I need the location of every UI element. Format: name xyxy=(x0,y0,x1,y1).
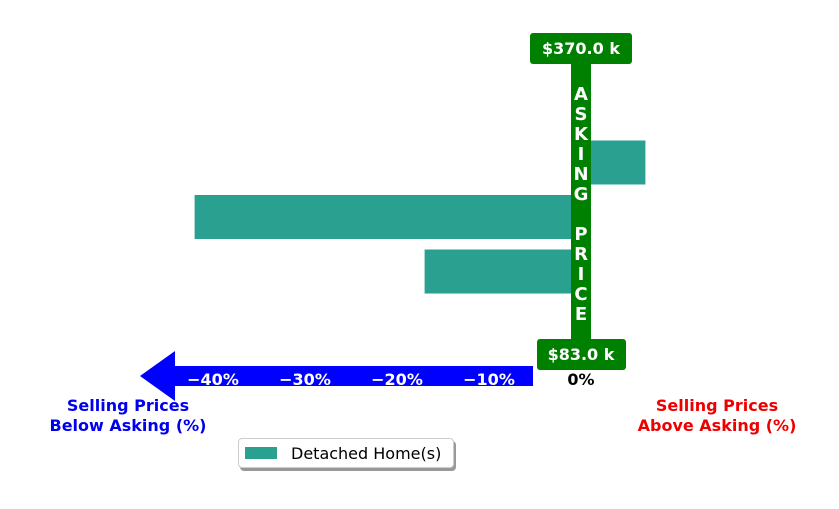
bar-4 xyxy=(424,249,581,294)
asking-price-letter: S xyxy=(575,104,588,125)
x-tick-label: −40% xyxy=(187,370,239,389)
legend: Detached Home(s) xyxy=(238,438,454,468)
bar-3 xyxy=(194,195,581,239)
asking-price-letter: I xyxy=(578,264,585,285)
x-tick-labels: −40% −30% −20% −10% 0% xyxy=(187,370,594,389)
asking-price-letter: N xyxy=(573,164,588,185)
top-price-box xyxy=(530,33,632,64)
above-asking-label-line-1: Selling Prices xyxy=(655,396,779,415)
asking-price-letter: E xyxy=(575,304,587,325)
x-tick-label: −30% xyxy=(279,370,331,389)
bars-group xyxy=(194,86,646,294)
bottom-price-label: $83.0 k xyxy=(548,345,615,364)
below-asking-arrow-group xyxy=(140,351,533,401)
top-price-label: $370.0 k xyxy=(542,39,620,58)
above-asking-label-line-2: Above Asking (%) xyxy=(637,416,797,435)
asking-price-letter: P xyxy=(574,224,587,245)
x-tick-label-zero: 0% xyxy=(567,370,594,389)
asking-price-letter: A xyxy=(574,84,588,105)
legend-entry-detached-homes: Detached Home(s) xyxy=(291,443,442,463)
below-asking-label: Selling Prices Below Asking (%) xyxy=(28,396,228,436)
bar-2 xyxy=(581,140,646,185)
asking-price-bar xyxy=(571,62,591,342)
x-tick-label: −20% xyxy=(371,370,423,389)
above-asking-label: Selling Prices Above Asking (%) xyxy=(617,396,817,436)
x-tick-label: −10% xyxy=(463,370,515,389)
asking-price-letter: I xyxy=(578,144,585,165)
below-asking-label-line-2: Below Asking (%) xyxy=(49,416,207,435)
asking-price-letter: G xyxy=(574,184,589,205)
below-asking-label-line-1: Selling Prices xyxy=(66,396,190,415)
below-asking-arrow xyxy=(140,351,533,401)
legend-swatch-detached-homes xyxy=(245,447,277,459)
asking-price-letter: C xyxy=(574,284,587,305)
asking-price-letter: K xyxy=(574,124,589,145)
bottom-price-box xyxy=(537,339,626,370)
asking-price-letter: R xyxy=(574,244,588,265)
